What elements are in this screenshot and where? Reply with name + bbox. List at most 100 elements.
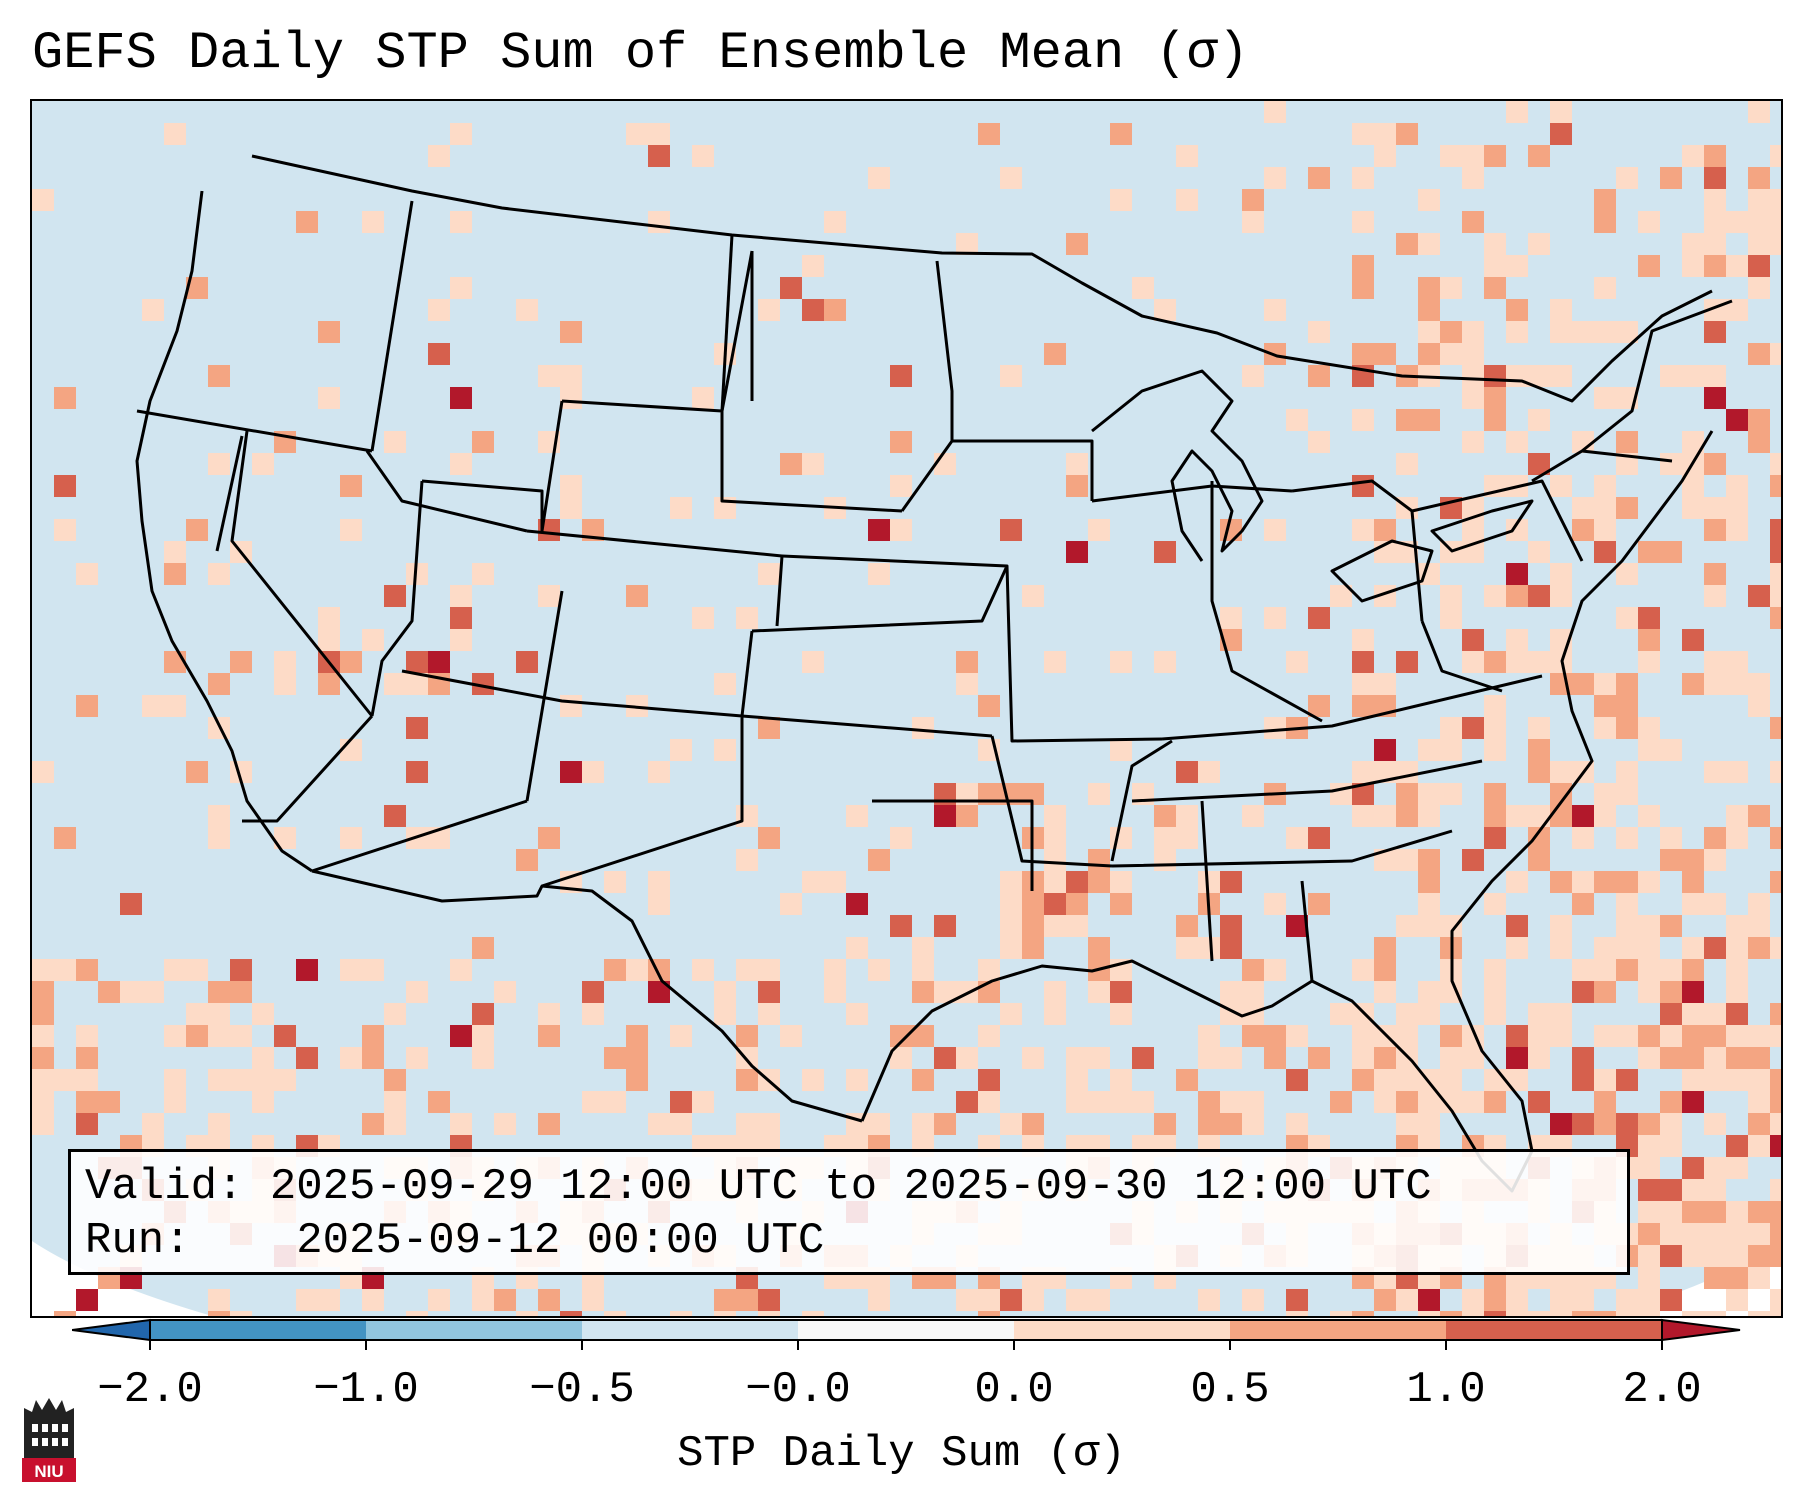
run-row: Run: 2025-09-12 00:00 UTC — [85, 1214, 1627, 1268]
anomaly-cell — [1000, 167, 1022, 189]
anomaly-cell — [1638, 739, 1660, 761]
anomaly-cell — [1616, 321, 1638, 343]
anomaly-cell — [1638, 651, 1660, 673]
colorbar-bin — [150, 1320, 366, 1340]
anomaly-cell — [1748, 1245, 1770, 1267]
anomaly-cell — [1484, 959, 1506, 981]
anomaly-cell — [1704, 1201, 1726, 1223]
anomaly-cell — [428, 651, 450, 673]
anomaly-cell — [1594, 805, 1616, 827]
anomaly-cell — [1220, 607, 1242, 629]
anomaly-cell — [1616, 893, 1638, 915]
anomaly-cell — [1396, 651, 1418, 673]
anomaly-cell — [1308, 695, 1330, 717]
anomaly-cell — [1220, 915, 1242, 937]
anomaly-cell — [1044, 805, 1066, 827]
anomaly-cell — [1066, 233, 1088, 255]
anomaly-cell — [1374, 123, 1396, 145]
anomaly-cell — [32, 1003, 54, 1025]
anomaly-cell — [978, 1091, 1000, 1113]
anomaly-cell — [120, 981, 142, 1003]
anomaly-cell — [1748, 915, 1770, 937]
anomaly-cell — [692, 607, 714, 629]
anomaly-cell — [1660, 1003, 1682, 1025]
anomaly-cell — [1616, 1025, 1638, 1047]
anomaly-cell — [1242, 189, 1264, 211]
anomaly-cell — [1594, 497, 1616, 519]
anomaly-cell — [1748, 585, 1770, 607]
anomaly-cell — [1616, 563, 1638, 585]
anomaly-cell — [1572, 1289, 1594, 1311]
anomaly-cell — [1418, 1289, 1440, 1311]
anomaly-cell — [1418, 893, 1440, 915]
anomaly-cell — [1638, 607, 1660, 629]
anomaly-cell — [1462, 431, 1484, 453]
anomaly-cell — [1242, 211, 1264, 233]
anomaly-cell — [868, 519, 890, 541]
anomaly-cell — [1616, 959, 1638, 981]
anomaly-cell — [1396, 1091, 1418, 1113]
anomaly-cell — [1506, 1289, 1528, 1311]
anomaly-cell — [1484, 783, 1506, 805]
anomaly-cell — [626, 123, 648, 145]
anomaly-cell — [1550, 585, 1572, 607]
anomaly-cell — [450, 453, 472, 475]
anomaly-cell — [340, 827, 362, 849]
anomaly-cell — [1396, 1025, 1418, 1047]
anomaly-cell — [1352, 123, 1374, 145]
anomaly-cell — [1660, 739, 1682, 761]
anomaly-cell — [648, 871, 670, 893]
anomaly-cell — [1286, 915, 1308, 937]
anomaly-cell — [1154, 651, 1176, 673]
anomaly-cell — [802, 255, 824, 277]
anomaly-cell — [1770, 1245, 1781, 1267]
anomaly-cell — [1088, 1091, 1110, 1113]
anomaly-cell — [1770, 585, 1781, 607]
colorbar — [72, 1318, 1741, 1350]
anomaly-cell — [1506, 585, 1528, 607]
anomaly-cell — [340, 739, 362, 761]
anomaly-cell — [1176, 761, 1198, 783]
anomaly-cell — [1770, 1311, 1781, 1316]
anomaly-cell — [1704, 1157, 1726, 1179]
anomaly-cell — [868, 849, 890, 871]
anomaly-cell — [604, 959, 626, 981]
anomaly-cell — [1462, 497, 1484, 519]
anomaly-cell — [1286, 1069, 1308, 1091]
anomaly-cell — [1704, 1069, 1726, 1091]
anomaly-cell — [1638, 1179, 1660, 1201]
anomaly-cell — [1066, 1091, 1088, 1113]
anomaly-cell — [1704, 1223, 1726, 1245]
anomaly-cell — [1682, 255, 1704, 277]
anomaly-cell — [780, 453, 802, 475]
anomaly-cell — [1638, 1289, 1660, 1311]
anomaly-cell — [1352, 211, 1374, 233]
anomaly-cell — [1594, 189, 1616, 211]
anomaly-cell — [208, 1025, 230, 1047]
anomaly-cell — [1704, 233, 1726, 255]
anomaly-cell — [1748, 167, 1770, 189]
anomaly-cell — [758, 1311, 780, 1316]
anomaly-cell — [1440, 1047, 1462, 1069]
anomaly-cell — [516, 1311, 538, 1316]
anomaly-cell — [1770, 871, 1781, 893]
anomaly-cell — [604, 1091, 626, 1113]
anomaly-cell — [164, 541, 186, 563]
anomaly-cell — [1770, 541, 1781, 563]
anomaly-cell — [648, 893, 670, 915]
anomaly-cell — [1484, 827, 1506, 849]
anomaly-cell — [1198, 871, 1220, 893]
anomaly-cell — [1638, 255, 1660, 277]
anomaly-cell — [384, 1091, 406, 1113]
anomaly-cell — [912, 717, 934, 739]
anomaly-cell — [384, 1113, 406, 1135]
anomaly-cell — [934, 1047, 956, 1069]
anomaly-cell — [1000, 1003, 1022, 1025]
anomaly-cell — [186, 959, 208, 981]
anomaly-cell — [1550, 321, 1572, 343]
anomaly-cell — [1748, 1025, 1770, 1047]
anomaly-cell — [1242, 1289, 1264, 1311]
anomaly-cell — [1638, 871, 1660, 893]
anomaly-cell — [450, 585, 472, 607]
anomaly-cell — [1616, 497, 1638, 519]
